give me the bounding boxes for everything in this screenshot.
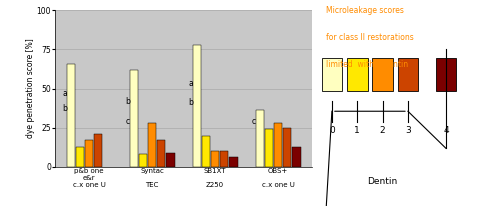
- Bar: [202, 136, 210, 167]
- Text: 4: 4: [443, 126, 449, 135]
- Bar: [94, 134, 102, 167]
- Bar: [192, 45, 201, 167]
- Text: 3: 3: [405, 126, 411, 135]
- Text: c: c: [126, 117, 130, 126]
- Bar: [274, 123, 282, 167]
- FancyBboxPatch shape: [372, 58, 393, 91]
- Text: limited  within dentin: limited within dentin: [326, 60, 408, 69]
- Bar: [265, 129, 273, 167]
- Bar: [76, 146, 84, 167]
- Text: 2: 2: [380, 126, 385, 135]
- Bar: [211, 151, 219, 167]
- Bar: [130, 70, 138, 167]
- Text: Dentin: Dentin: [367, 177, 397, 186]
- Text: c: c: [252, 117, 256, 126]
- Text: b: b: [126, 97, 131, 106]
- Bar: [167, 153, 175, 167]
- FancyBboxPatch shape: [322, 58, 342, 91]
- Bar: [220, 151, 228, 167]
- Bar: [85, 140, 93, 167]
- Bar: [148, 123, 156, 167]
- Text: 1: 1: [354, 126, 360, 135]
- Text: b: b: [63, 104, 68, 114]
- Bar: [256, 110, 264, 167]
- Text: a: a: [63, 89, 68, 98]
- FancyBboxPatch shape: [436, 58, 456, 91]
- Bar: [292, 146, 300, 167]
- Bar: [229, 157, 238, 167]
- Text: Microleakage scores: Microleakage scores: [326, 6, 404, 15]
- FancyBboxPatch shape: [347, 58, 368, 91]
- Text: a: a: [189, 79, 193, 88]
- Bar: [157, 140, 166, 167]
- FancyBboxPatch shape: [397, 58, 418, 91]
- Bar: [67, 63, 75, 167]
- Bar: [283, 128, 291, 167]
- Text: 0: 0: [329, 126, 335, 135]
- Text: for class II restorations: for class II restorations: [326, 33, 414, 42]
- Y-axis label: dye penetration score [%]: dye penetration score [%]: [26, 39, 35, 138]
- Bar: [139, 154, 147, 167]
- Text: b: b: [189, 98, 193, 107]
